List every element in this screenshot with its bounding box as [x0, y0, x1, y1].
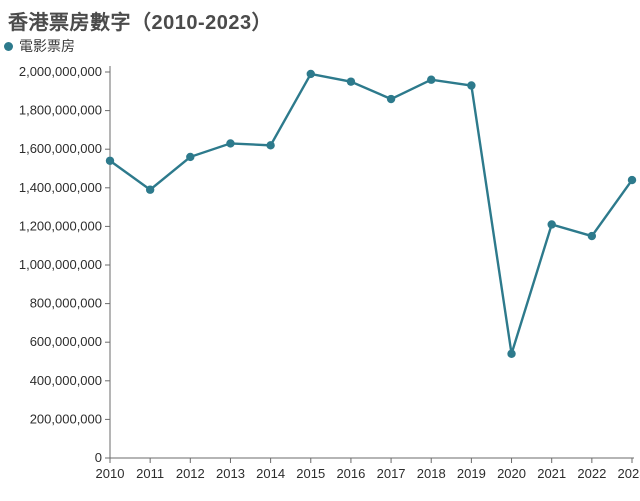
y-tick-label: 1,000,000,000 — [19, 257, 102, 272]
data-point — [507, 350, 515, 358]
chart-container: 香港票房數字（2010-2023） 電影票房 0 200,000,000 400,0… — [0, 0, 640, 501]
x-tick-label: 2018 — [417, 466, 446, 481]
x-tick-label: 2021 — [537, 466, 566, 481]
data-point — [347, 77, 355, 85]
data-point — [547, 220, 555, 228]
x-tick-label: 2015 — [296, 466, 325, 481]
y-tick-label: 400,000,000 — [30, 373, 102, 388]
data-point — [266, 141, 274, 149]
x-tick-label: 2012 — [176, 466, 205, 481]
x-tick-label: 2020 — [497, 466, 526, 481]
legend-label: 電影票房 — [19, 36, 75, 56]
y-tick-label: 800,000,000 — [30, 296, 102, 311]
y-tick-label: 600,000,000 — [30, 334, 102, 349]
data-point — [467, 81, 475, 89]
x-tick-label: 2014 — [256, 466, 285, 481]
x-tick-label: 2010 — [96, 466, 125, 481]
x-tick-label: 2017 — [377, 466, 406, 481]
y-tick-label: 1,800,000,000 — [19, 103, 102, 118]
data-point — [146, 186, 154, 194]
series-line — [110, 74, 632, 354]
data-point — [387, 95, 395, 103]
legend-marker-icon — [4, 42, 13, 51]
x-tick-label: 2022 — [577, 466, 606, 481]
y-tick-label: 0 — [95, 450, 102, 465]
x-tick-label: 2011 — [136, 466, 164, 481]
x-tick-label: 2013 — [216, 466, 245, 481]
line-chart: 0 200,000,000 400,000,000 600,000,000 800,00… — [0, 60, 640, 496]
data-point — [628, 176, 636, 184]
legend: 電影票房 — [4, 36, 75, 56]
data-point — [588, 232, 596, 240]
y-tick-label: 200,000,000 — [30, 411, 102, 426]
x-tick-label: 2019 — [457, 466, 486, 481]
x-tick-label: 2016 — [336, 466, 365, 481]
data-point — [307, 70, 315, 78]
y-tick-label: 1,400,000,000 — [19, 180, 102, 195]
data-point — [186, 153, 194, 161]
y-tick-label: 2,000,000,000 — [19, 64, 102, 79]
data-point — [427, 76, 435, 84]
data-point — [226, 139, 234, 147]
data-point — [106, 157, 114, 165]
y-tick-label: 1,200,000,000 — [19, 218, 102, 233]
y-tick-label: 1,600,000,000 — [19, 141, 102, 156]
chart-title: 香港票房數字（2010-2023） — [8, 6, 272, 35]
x-tick-label: 2023 — [618, 466, 640, 481]
